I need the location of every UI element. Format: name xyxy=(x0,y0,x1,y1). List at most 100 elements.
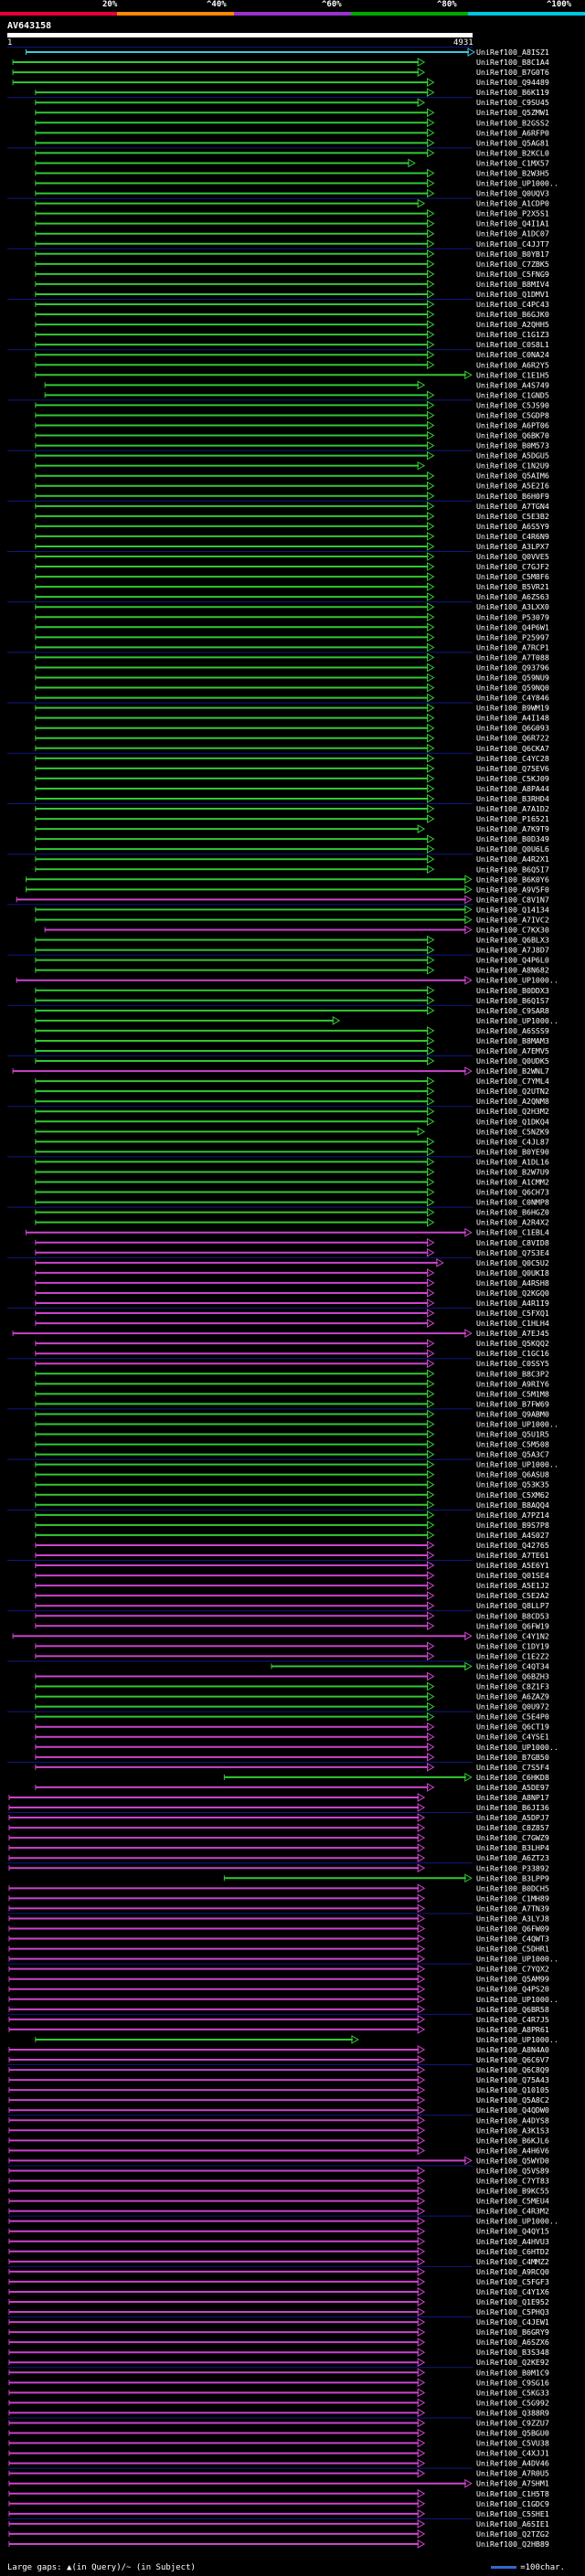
hit-label[interactable]: UniRef100_B0M573 xyxy=(476,441,549,451)
hit-label[interactable]: UniRef100_Q5A8C2 xyxy=(476,2095,549,2104)
hit-label[interactable]: UniRef100_B6Q1S7 xyxy=(476,996,549,1005)
hit-label[interactable]: UniRef100_A5E6Y1 xyxy=(476,1561,549,1570)
hit-label[interactable]: UniRef100_Q5WYD0 xyxy=(476,2156,549,2165)
hit-label[interactable]: UniRef100_C5E3B2 xyxy=(476,512,549,521)
hit-label[interactable]: UniRef100_C1H5T8 xyxy=(476,2489,549,2498)
hit-label[interactable]: UniRef100_C7YQX2 xyxy=(476,1965,549,1974)
hit-label[interactable]: UniRef100_C8Z1F3 xyxy=(476,1682,549,1691)
hit-label[interactable]: UniRef100_Q10105 xyxy=(476,2085,549,2094)
hit-label[interactable]: UniRef100_Q75A43 xyxy=(476,2075,549,2084)
hit-label[interactable]: UniRef100_C1G1Z3 xyxy=(476,330,549,339)
hit-label[interactable]: UniRef100_Q14134 xyxy=(476,905,549,914)
hit-label[interactable]: UniRef100_C5MEU4 xyxy=(476,2197,549,2206)
hit-label[interactable]: UniRef100_C5SHE1 xyxy=(476,2509,549,2518)
hit-label[interactable]: UniRef100_C4YSE1 xyxy=(476,1733,549,1742)
hit-label[interactable]: UniRef100_A3LPX7 xyxy=(476,542,549,551)
hit-label[interactable]: UniRef100_C7YML4 xyxy=(476,1076,549,1086)
hit-label[interactable]: UniRef100_A5DPJ7 xyxy=(476,1813,549,1822)
hit-label[interactable]: UniRef100_B3S348 xyxy=(476,2348,549,2357)
hit-label[interactable]: UniRef100_C5FGF3 xyxy=(476,2277,549,2286)
hit-label[interactable]: UniRef100_Q2KGQ0 xyxy=(476,1288,549,1298)
hit-label[interactable]: UniRef100_C6HTD2 xyxy=(476,2247,549,2256)
hit-label[interactable]: UniRef100_UP1000.. xyxy=(476,976,558,985)
hit-label[interactable]: UniRef100_UP1000.. xyxy=(476,1995,558,2004)
hit-label[interactable]: UniRef100_C4QT34 xyxy=(476,1661,549,1670)
hit-label[interactable]: UniRef100_A4R2X1 xyxy=(476,854,549,864)
hit-label[interactable]: UniRef100_A7R0U5 xyxy=(476,2469,549,2478)
hit-label[interactable]: UniRef100_Q388R9 xyxy=(476,2408,549,2417)
hit-label[interactable]: UniRef100_A1DL16 xyxy=(476,1157,549,1166)
hit-label[interactable]: UniRef100_A6ZAZ9 xyxy=(476,1692,549,1701)
hit-label[interactable]: UniRef100_Q5U1R5 xyxy=(476,1430,549,1439)
hit-label[interactable]: UniRef100_Q6FW09 xyxy=(476,1924,549,1934)
hit-label[interactable]: UniRef100_C4MMZ2 xyxy=(476,2257,549,2266)
hit-label[interactable]: UniRef100_C5M1M8 xyxy=(476,1389,549,1398)
hit-label[interactable]: UniRef100_B8MIV4 xyxy=(476,280,549,289)
hit-label[interactable]: UniRef100_C1DY19 xyxy=(476,1641,549,1650)
hit-label[interactable]: UniRef100_C5G992 xyxy=(476,2398,549,2407)
hit-label[interactable]: UniRef100_C4Y1X6 xyxy=(476,2287,549,2296)
hit-label[interactable]: UniRef100_A7K9T9 xyxy=(476,824,549,833)
hit-label[interactable]: UniRef100_P33892 xyxy=(476,1863,549,1872)
hit-label[interactable]: UniRef100_A8NP17 xyxy=(476,1793,549,1802)
hit-label[interactable]: UniRef100_A3K1S3 xyxy=(476,2125,549,2135)
hit-label[interactable]: UniRef100_Q93796 xyxy=(476,663,549,672)
hit-label[interactable]: UniRef100_UP1000.. xyxy=(476,179,558,188)
hit-label[interactable]: UniRef100_C1GC16 xyxy=(476,1349,549,1358)
hit-label[interactable]: UniRef100_Q5ZMW1 xyxy=(476,108,549,117)
hit-label[interactable]: UniRef100_Q6FW19 xyxy=(476,1621,549,1630)
hit-label[interactable]: UniRef100_C5M8F6 xyxy=(476,572,549,581)
hit-label[interactable]: UniRef100_B9WM19 xyxy=(476,704,549,713)
hit-label[interactable]: UniRef100_Q5VS89 xyxy=(476,2166,549,2175)
hit-label[interactable]: UniRef100_Q6R722 xyxy=(476,734,549,743)
hit-label[interactable]: UniRef100_A1CDP0 xyxy=(476,199,549,208)
hit-label[interactable]: UniRef100_Q2HB89 xyxy=(476,2539,549,2549)
hit-label[interactable]: UniRef100_A7RCP1 xyxy=(476,642,549,652)
hit-label[interactable]: UniRef100_C7GWZ9 xyxy=(476,1833,549,1842)
hit-label[interactable]: UniRef100_C1HLH4 xyxy=(476,1319,549,1328)
hit-label[interactable]: UniRef100_A5DGU5 xyxy=(476,451,549,461)
hit-label[interactable]: UniRef100_Q5AIM6 xyxy=(476,472,549,481)
hit-label[interactable]: UniRef100_Q5BGU0 xyxy=(476,2429,549,2438)
hit-label[interactable]: UniRef100_A4R1I9 xyxy=(476,1299,549,1308)
hit-label[interactable]: UniRef100_C4PC43 xyxy=(476,300,549,309)
hit-label[interactable]: UniRef100_B6GRY9 xyxy=(476,2327,549,2337)
hit-label[interactable]: UniRef100_P2X5S1 xyxy=(476,209,549,218)
hit-label[interactable]: UniRef100_Q59NU9 xyxy=(476,673,549,683)
hit-label[interactable]: UniRef100_B2KCL0 xyxy=(476,148,549,157)
hit-label[interactable]: UniRef100_C5FXQ1 xyxy=(476,1309,549,1318)
hit-label[interactable]: UniRef100_C6HKD8 xyxy=(476,1773,549,1782)
hit-label[interactable]: UniRef100_A7EJ45 xyxy=(476,1329,549,1338)
hit-label[interactable]: UniRef100_Q5AG81 xyxy=(476,138,549,147)
hit-label[interactable]: UniRef100_C4Y846 xyxy=(476,694,549,703)
hit-label[interactable]: UniRef100_UP1000.. xyxy=(476,1419,558,1428)
hit-label[interactable]: UniRef100_C8VID8 xyxy=(476,1238,549,1247)
hit-label[interactable]: UniRef100_Q42765 xyxy=(476,1541,549,1550)
hit-label[interactable]: UniRef100_B6KJL6 xyxy=(476,2136,549,2145)
hit-label[interactable]: UniRef100_B7G0T6 xyxy=(476,68,549,77)
hit-label[interactable]: UniRef100_A7T088 xyxy=(476,652,549,662)
hit-label[interactable]: UniRef100_Q75EV6 xyxy=(476,764,549,773)
hit-label[interactable]: UniRef100_Q8LLP7 xyxy=(476,1601,549,1610)
hit-label[interactable]: UniRef100_Q1DKQ4 xyxy=(476,1117,549,1126)
hit-label[interactable]: UniRef100_Q4P6L0 xyxy=(476,956,549,965)
hit-label[interactable]: UniRef100_A9V5F0 xyxy=(476,885,549,894)
hit-label[interactable]: UniRef100_A2QNM8 xyxy=(476,1097,549,1106)
hit-label[interactable]: UniRef100_B3LPP9 xyxy=(476,1873,549,1882)
hit-label[interactable]: UniRef100_Q6C8Q9 xyxy=(476,2065,549,2074)
hit-label[interactable]: UniRef100_C1EBL4 xyxy=(476,1228,549,1237)
hit-label[interactable]: UniRef100_A8ISZ1 xyxy=(476,48,549,57)
hit-label[interactable]: UniRef100_A7EMV5 xyxy=(476,1046,549,1055)
hit-label[interactable]: UniRef100_Q0UQV3 xyxy=(476,189,549,198)
hit-label[interactable]: UniRef100_A8PA44 xyxy=(476,784,549,793)
hit-label[interactable]: UniRef100_A7TN39 xyxy=(476,1903,549,1913)
hit-label[interactable]: UniRef100_A6SZX6 xyxy=(476,2337,549,2347)
hit-label[interactable]: UniRef100_UP1000.. xyxy=(476,2217,558,2226)
hit-label[interactable]: UniRef100_Q6CT19 xyxy=(476,1723,549,1732)
hit-label[interactable]: UniRef100_Q2UTN2 xyxy=(476,1087,549,1096)
hit-label[interactable]: UniRef100_Q4QDW0 xyxy=(476,2105,549,2115)
hit-label[interactable]: UniRef100_C5GDP8 xyxy=(476,410,549,419)
hit-label[interactable]: UniRef100_C5JS90 xyxy=(476,400,549,409)
hit-label[interactable]: UniRef100_UP1000.. xyxy=(476,1955,558,1964)
hit-label[interactable]: UniRef100_C1MH89 xyxy=(476,1893,549,1903)
